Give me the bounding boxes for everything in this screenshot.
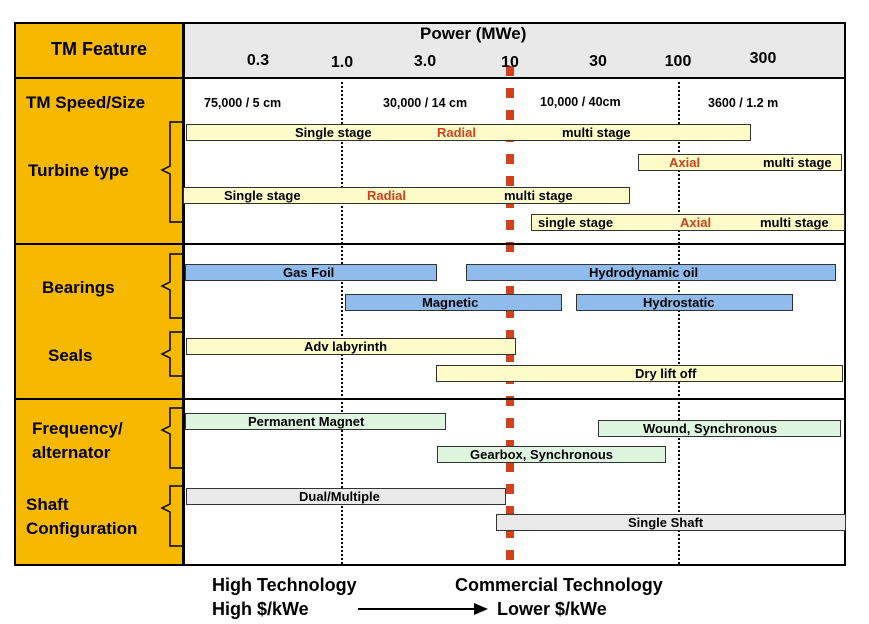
speed-3600: 3600 / 1.2 m bbox=[708, 96, 779, 110]
tm-feature-header: TM Feature bbox=[50, 39, 147, 59]
tick-1.0: 1.0 bbox=[330, 54, 354, 71]
section-divider-header bbox=[14, 77, 846, 79]
shaft-single: Single Shaft bbox=[496, 514, 846, 531]
turbine-bar-radial-1: Single stage Radial multi stage bbox=[186, 124, 751, 141]
bearing-hydrostatic: Hydrostatic bbox=[576, 294, 793, 311]
power-header-band bbox=[185, 24, 844, 77]
tick-300: 300 bbox=[749, 50, 777, 67]
tick-100: 100 bbox=[664, 53, 692, 70]
alternator-gearbox-synchronous: Gearbox, Synchronous bbox=[437, 446, 666, 463]
commercial-technology-label: Commercial Technology bbox=[455, 575, 663, 595]
bearing-magnetic: Magnetic bbox=[345, 294, 562, 311]
section-divider-seals bbox=[14, 398, 846, 400]
tick-10: 10 bbox=[501, 54, 519, 71]
turbine-bar-radial-2: Single stage Radial multi stage bbox=[183, 187, 630, 204]
speed-10000: 10,000 / 40cm bbox=[540, 95, 621, 109]
configuration-label: Configuration bbox=[26, 519, 138, 538]
seal-adv-labyrinth: Adv labyrinth bbox=[186, 338, 516, 355]
gridline-1 bbox=[341, 77, 343, 564]
high-technology-label: High Technology bbox=[212, 575, 357, 595]
alternator-wound-synchronous: Wound, Synchronous bbox=[598, 420, 841, 437]
column-divider bbox=[182, 24, 185, 564]
section-divider-turbine bbox=[14, 243, 846, 245]
turbine-bar-axial-1: Axial multi stage bbox=[638, 154, 842, 171]
turbine-bar-axial-2: single stage Axial multi stage bbox=[531, 214, 845, 231]
seals-label: Seals bbox=[48, 346, 93, 365]
shaft-label: Shaft bbox=[26, 495, 69, 514]
cost-arrow-icon bbox=[358, 603, 488, 615]
group-brackets bbox=[160, 121, 184, 547]
power-axis-title: Power (MWe) bbox=[420, 24, 527, 43]
diagram-frame bbox=[14, 22, 846, 566]
speed-size-label: TM Speed/Size bbox=[26, 93, 146, 112]
speed-30000: 30,000 / 14 cm bbox=[383, 96, 468, 110]
seal-dry-lift-off: Dry lift off bbox=[436, 365, 843, 382]
tick-0.3: 0.3 bbox=[246, 52, 270, 69]
bearing-hydrodynamic: Hydrodynamic oil bbox=[466, 264, 836, 281]
lower-cost-label: Lower $/kWe bbox=[497, 599, 607, 619]
frequency-label: Frequency/ bbox=[32, 419, 123, 438]
speed-75000: 75,000 / 5 cm bbox=[204, 96, 282, 110]
bearing-gas-foil: Gas Foil bbox=[185, 264, 437, 281]
bearings-label: Bearings bbox=[42, 278, 115, 297]
high-cost-label: High $/kWe bbox=[212, 599, 309, 619]
tick-3.0: 3.0 bbox=[413, 53, 437, 70]
commercial-threshold-line bbox=[506, 66, 514, 566]
tick-30: 30 bbox=[589, 53, 607, 70]
alternator-label: alternator bbox=[32, 443, 111, 462]
shaft-dual-multiple: Dual/Multiple bbox=[186, 488, 506, 505]
feature-column bbox=[16, 24, 182, 564]
alternator-permanent-magnet: Permanent Magnet bbox=[185, 413, 446, 430]
gridline-100 bbox=[678, 77, 680, 564]
turbine-type-label: Turbine type bbox=[28, 161, 129, 180]
